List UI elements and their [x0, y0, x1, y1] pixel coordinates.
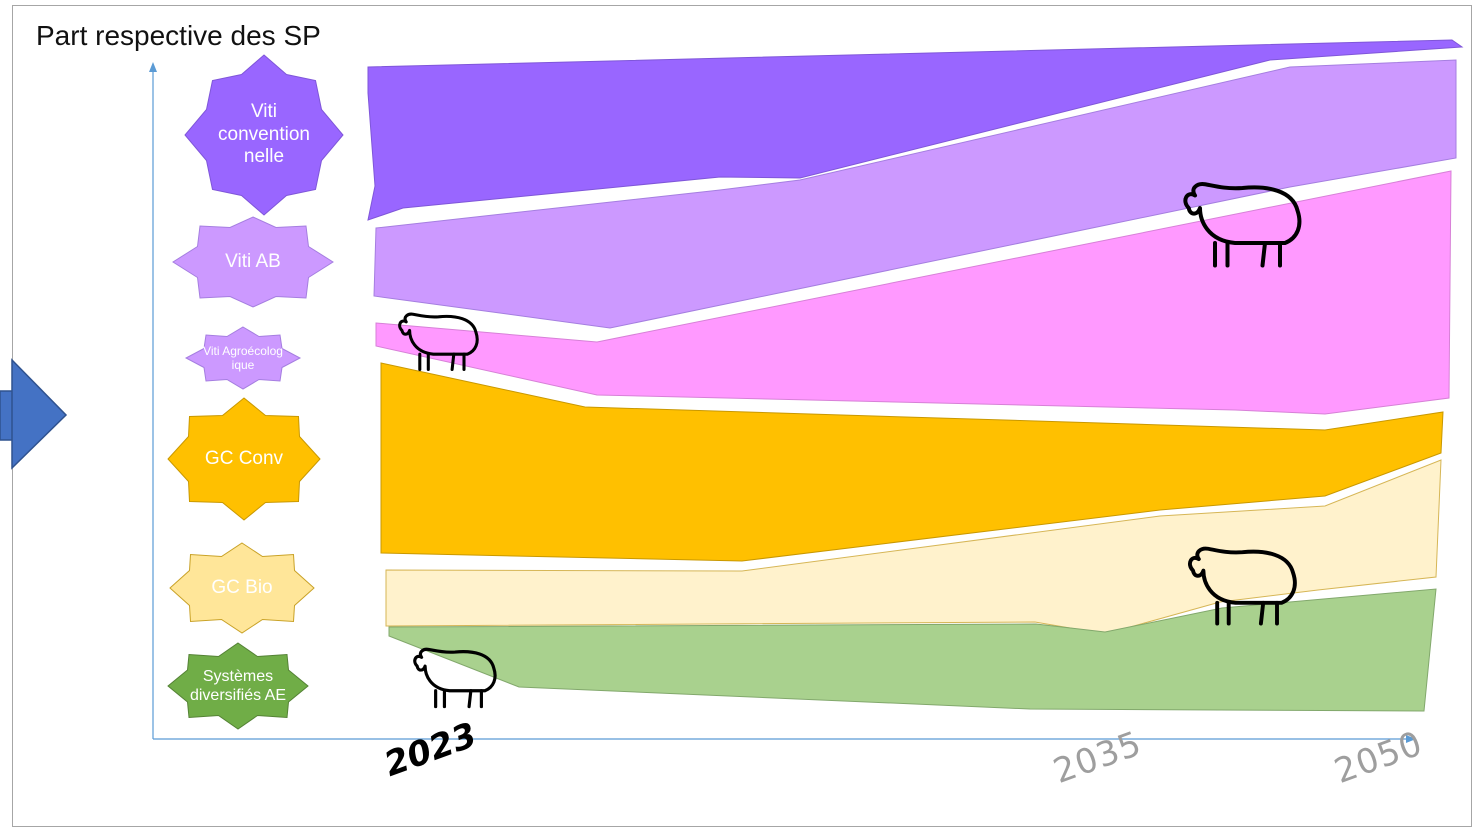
badge-gc-conv: [167, 397, 321, 521]
band-viti-agroecologique: [375, 170, 1452, 415]
label-systemes-diversifies: Systèmes diversifiés AE: [189, 667, 287, 704]
badge-gc-bio: [169, 542, 315, 634]
axes: [149, 62, 1416, 743]
sheep-icon: [1188, 546, 1297, 626]
label-gc-conv: GC Conv: [204, 447, 284, 469]
right-arrow-icon: [0, 358, 68, 470]
badge-viti-ab: [172, 216, 334, 308]
band-gc-bio: [385, 459, 1442, 635]
sheep-icon: [1183, 182, 1302, 268]
band-systemes-diversifies: [388, 588, 1437, 712]
badge-viti-conventionnelle: [184, 54, 344, 216]
band-viti-ab: [373, 59, 1457, 329]
page-title: Part respective des SP: [36, 20, 321, 51]
label-viti-conventionnelle: Viti convention nelle: [218, 100, 310, 168]
band-viti-conventionnelle: [367, 39, 1464, 221]
band-gc-conv: [380, 362, 1444, 562]
label-gc-bio: GC Bio: [211, 576, 273, 598]
badge-systemes-diversifies: [167, 642, 309, 730]
sheep-icon: [398, 312, 479, 372]
badge-viti-agroecologique: [184, 326, 302, 390]
sheep-icon: [413, 647, 497, 709]
label-viti-ab: Viti AB: [225, 250, 281, 272]
label-viti-agroecologique: Viti Agroécolog ique: [203, 343, 283, 372]
